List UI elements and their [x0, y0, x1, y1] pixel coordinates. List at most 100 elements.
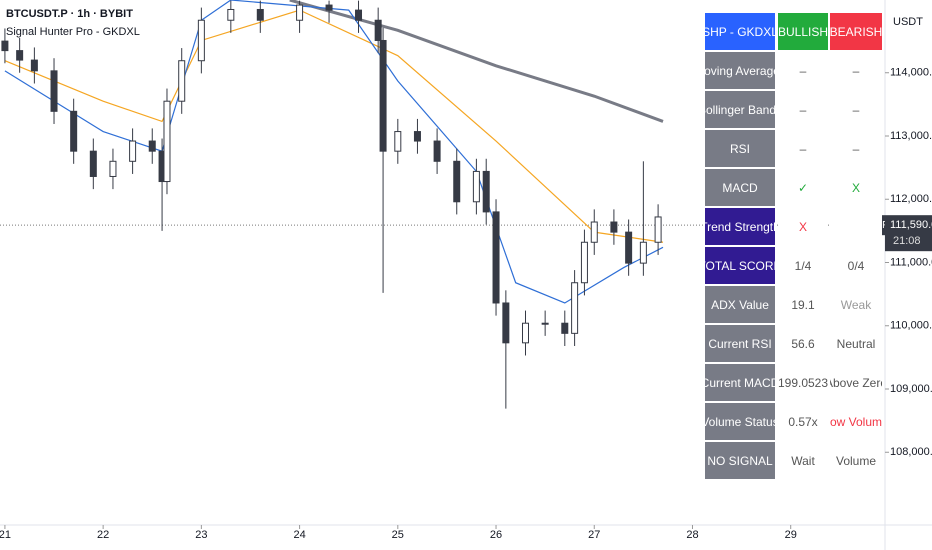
candle-body — [433, 140, 441, 162]
candle-body — [109, 160, 117, 177]
table-cell: Current RSI — [705, 325, 775, 362]
candle-body — [580, 241, 588, 284]
candle-body — [610, 221, 618, 233]
price-label: 111,590.0 — [890, 219, 932, 231]
table-cell: TOTAL SCORE — [705, 247, 775, 284]
candle-body — [394, 131, 402, 152]
candle-body — [521, 322, 529, 344]
table-cell: – — [778, 52, 828, 89]
table-cell: 1/4 — [778, 247, 828, 284]
table-cell: – — [830, 52, 882, 89]
y-tick-label: 112,000.0 — [890, 193, 932, 205]
indicator-title: Signal Hunter Pro - GKDXL — [6, 26, 140, 38]
candle-body — [453, 160, 461, 203]
y-tick-label: 110,000.0 — [890, 320, 932, 332]
table-cell: 199.0523 — [778, 364, 828, 401]
candle-body — [256, 8, 264, 21]
candle-body — [355, 9, 363, 21]
candle-body — [197, 19, 205, 62]
candle-body — [296, 4, 304, 21]
table-cell: 0.57x — [778, 403, 828, 440]
candle-body — [89, 150, 97, 177]
plot — [0, 0, 885, 409]
table-cell: Wait — [778, 442, 828, 479]
candle-body — [70, 110, 78, 152]
y-tick-label: 111,000.0 — [890, 256, 932, 268]
table-cell: RSI — [705, 130, 775, 167]
table-cell: 56.6 — [778, 325, 828, 362]
candle-body — [625, 231, 633, 264]
y-tick-label: 108,000.0 — [890, 446, 932, 458]
y-tick-label: 109,000.0 — [890, 383, 932, 395]
countdown: 21:08 — [893, 235, 921, 247]
table-cell: Weak — [830, 286, 882, 323]
candle-body — [590, 221, 598, 243]
candle-body — [178, 60, 186, 102]
x-tick-label: 26 — [490, 529, 502, 541]
candle-body — [541, 322, 549, 325]
table-cell — [830, 208, 882, 245]
x-tick-label: 24 — [293, 529, 305, 541]
candle-body — [561, 322, 569, 334]
candle-body — [482, 170, 490, 213]
candle-body — [502, 302, 510, 344]
candle-body — [1, 40, 9, 52]
y-tick-label: 114,000.0 — [890, 67, 932, 79]
table-cell: – — [778, 91, 828, 128]
currency: USDT — [893, 16, 923, 28]
x-tick-label: 21 — [0, 529, 11, 541]
table-cell: ADX Value — [705, 286, 775, 323]
candle-body — [129, 140, 137, 162]
table-cell: Above Zero — [830, 364, 882, 401]
table-cell: Volume — [830, 442, 882, 479]
table-cell: X — [830, 169, 882, 206]
table-cell: Bollinger Bands — [705, 91, 775, 128]
table-cell: Low Volume — [830, 403, 882, 440]
table-cell: Current MACD — [705, 364, 775, 401]
table-cell: Volume Status — [705, 403, 775, 440]
x-tick-label: 25 — [392, 529, 404, 541]
moving-average — [4, 9, 664, 243]
table-cell: – — [778, 130, 828, 167]
candle-body — [50, 70, 58, 112]
candle-body — [654, 216, 662, 243]
table-cell: – — [830, 91, 882, 128]
candle-body — [413, 131, 421, 142]
x-tick-label: 23 — [195, 529, 207, 541]
table-cell: MACD — [705, 169, 775, 206]
table-cell: NO SIGNAL — [705, 442, 775, 479]
x-tick-label: 28 — [686, 529, 698, 541]
table-cell: BEARISH — [830, 13, 882, 50]
candle-body — [325, 4, 333, 11]
symbol-title: BTCUSDT.P · 1h · BYBIT — [6, 8, 133, 20]
table-cell: – — [830, 130, 882, 167]
table-cell: Trend Strength — [705, 208, 775, 245]
candle-body — [379, 39, 387, 152]
table-cell: Neutral — [830, 325, 882, 362]
table-cell: ✓ — [778, 169, 828, 206]
moving-average — [289, 0, 664, 123]
candle-body — [163, 100, 171, 183]
candle-body — [472, 170, 480, 203]
table-cell: SHP - GKDXL — [705, 13, 775, 50]
x-tick-label: 29 — [785, 529, 797, 541]
table-cell: 19.1 — [778, 286, 828, 323]
x-tick-label: 22 — [97, 529, 109, 541]
table-cell: BULLISH — [778, 13, 828, 50]
y-tick-label: 113,000.0 — [890, 130, 932, 142]
table-cell: X — [778, 208, 828, 245]
price-label-bg — [885, 215, 932, 252]
table-cell: 0/4 — [830, 247, 882, 284]
candle-body — [639, 241, 647, 264]
table-cell: Moving Averages — [705, 52, 775, 89]
candle-body — [227, 8, 235, 21]
candle-body — [16, 50, 24, 61]
x-tick-label: 27 — [588, 529, 600, 541]
candle-body — [492, 211, 500, 304]
candle-body — [571, 282, 579, 334]
moving-average — [4, 0, 664, 304]
candle-body — [30, 59, 38, 72]
candle-body — [148, 140, 156, 152]
candle-body — [374, 19, 382, 41]
